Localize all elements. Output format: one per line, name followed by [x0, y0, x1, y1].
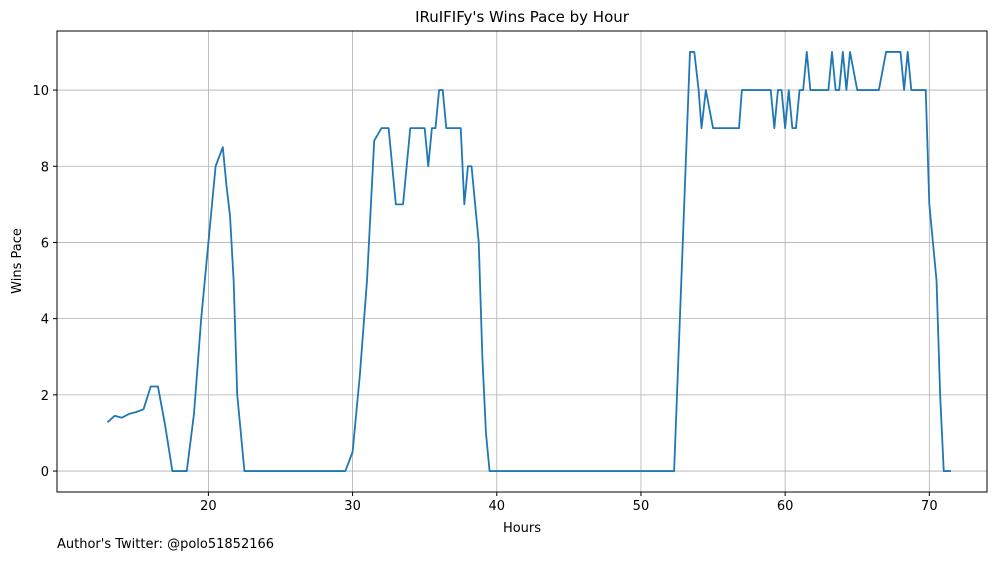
y-tick-label: 8 — [41, 160, 49, 175]
series-line-wins-pace — [106, 51, 951, 472]
author-credit: Author's Twitter: @polo51852166 — [57, 537, 275, 552]
y-tick-label: 2 — [41, 389, 49, 404]
x-tick-label: 20 — [200, 499, 217, 514]
y-tick-label: 4 — [41, 313, 49, 328]
x-tick-label: 70 — [921, 499, 938, 514]
y-tick-label: 0 — [41, 465, 49, 480]
y-tick-label: 10 — [32, 84, 49, 99]
plot-frame — [56, 30, 988, 493]
x-tick-label: 50 — [633, 499, 650, 514]
axis-ticks: 20 30 40 50 60 70 0 2 4 6 8 10 — [32, 84, 937, 514]
grid — [57, 31, 987, 492]
chart-title: IRuIFIFy's Wins Pace by Hour — [415, 8, 630, 26]
y-axis-label: Wins Pace — [10, 228, 25, 294]
y-tick-label: 6 — [41, 236, 49, 251]
x-tick-label: 40 — [488, 499, 505, 514]
series-layer — [106, 51, 951, 472]
x-tick-label: 30 — [344, 499, 361, 514]
x-axis-label: Hours — [503, 521, 541, 536]
x-tick-label: 60 — [777, 499, 794, 514]
